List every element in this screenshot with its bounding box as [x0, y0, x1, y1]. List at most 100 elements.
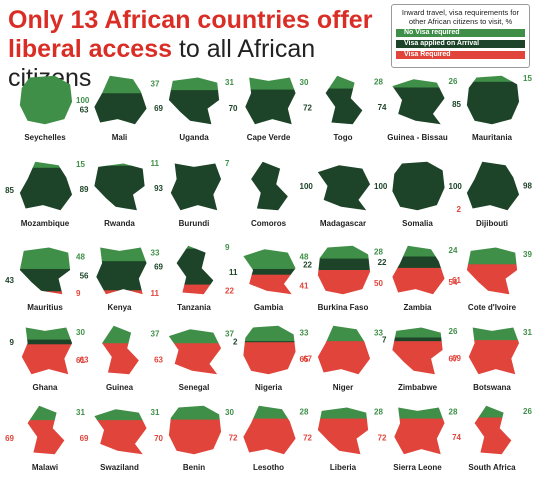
- kenya-on-arrival-band: [96, 261, 147, 291]
- cape-verde-on-arrival-band: [245, 89, 296, 125]
- gambia-no-visa-value: 48: [300, 252, 309, 261]
- mauritius-on-arrival-value: 43: [5, 276, 14, 285]
- dijibouti-required-value: 2: [457, 205, 462, 214]
- ghana-on-arrival-band: [21, 339, 73, 345]
- country-mauritius: 48 43 9 Mauritius: [5, 247, 85, 312]
- country-sierra-leone: 28 72 Sierra Leone: [378, 407, 458, 472]
- togo-no-visa-band: [325, 75, 363, 90]
- burundi-name: Burundi: [179, 219, 210, 228]
- country-burkina-faso: 28 22 50 Burkina Faso: [303, 245, 383, 312]
- cote-d-ivoire-no-visa-band: [466, 247, 518, 265]
- legend-swatch-on-arrival: Visa applied on Arrival: [396, 39, 525, 48]
- zimbabwe-on-arrival-value: 7: [382, 335, 387, 344]
- sierra-leone-required-band: [394, 418, 445, 455]
- country-togo: 28 72 Togo: [303, 75, 383, 142]
- guinea-bissau-no-visa-band: [392, 79, 445, 89]
- mali-name: Mali: [112, 133, 128, 142]
- botswana-required-value: 69: [452, 354, 461, 363]
- country-kenya: 33 56 11 Kenya: [80, 247, 160, 312]
- country-mauritania: 15 85 Mauritania: [452, 74, 532, 142]
- country-malawi: 31 69 Malawi: [5, 405, 85, 472]
- benin-no-visa-value: 30: [225, 408, 234, 417]
- burundi-no-visa-band: [170, 163, 222, 165]
- swaziland-required-band: [94, 420, 147, 455]
- zambia-required-band: [392, 267, 445, 295]
- burundi-on-arrival-value: 93: [154, 184, 163, 193]
- country-south-africa: 26 74 South Africa: [452, 405, 532, 472]
- lesotho-required-band: [243, 418, 296, 455]
- uganda-no-visa-band: [168, 77, 220, 91]
- swaziland-required-value: 69: [80, 434, 89, 443]
- comoros-name: Comoros: [251, 219, 287, 228]
- uganda-on-arrival-band: [168, 90, 220, 125]
- country-dijibouti: 98 2 Dijibouti: [457, 161, 532, 228]
- mozambique-on-arrival-band: [19, 167, 73, 211]
- country-tanzania: 9 69 22 Tanzania: [154, 243, 234, 312]
- rwanda-no-visa-band: [94, 163, 145, 167]
- mauritania-on-arrival-band: [466, 81, 520, 125]
- sierra-leone-required-value: 72: [378, 433, 387, 442]
- botswana-required-band: [468, 340, 520, 375]
- sierra-leone-name: Sierra Leone: [393, 463, 442, 472]
- kenya-no-visa-value: 33: [151, 249, 160, 258]
- gambia-on-arrival-band: [243, 268, 296, 276]
- legend-title: Inward travel, visa requirements for oth…: [401, 8, 520, 26]
- legend-label-required: Visa Required: [404, 51, 451, 58]
- ghana-on-arrival-value: 9: [10, 338, 15, 347]
- tanzania-no-visa-band: [176, 245, 214, 250]
- tanzania-on-arrival-value: 69: [154, 263, 163, 272]
- ghana-name: Ghana: [33, 383, 58, 392]
- niger-name: Niger: [333, 383, 353, 392]
- zambia-required-value: 54: [449, 278, 458, 287]
- malawi-name: Malawi: [32, 463, 58, 472]
- senegal-required-band: [168, 343, 222, 375]
- gambia-required-value: 41: [300, 281, 309, 290]
- south-africa-required-band: [474, 417, 512, 455]
- mali-on-arrival-value: 63: [80, 106, 89, 115]
- liberia-no-visa-band: [317, 407, 369, 420]
- liberia-required-value: 72: [303, 433, 312, 442]
- liberia-no-visa-value: 28: [374, 407, 383, 416]
- kenya-required-band: [96, 290, 147, 295]
- legend-item-no-visa: No Visa required: [396, 28, 525, 37]
- mauritius-required-value: 9: [76, 289, 81, 298]
- uganda-name: Uganda: [179, 133, 209, 142]
- guinea-bissau-name: Guinea - Bissau: [387, 133, 448, 142]
- burundi-on-arrival-band: [170, 163, 222, 211]
- madagascar-name: Madagascar: [320, 219, 366, 228]
- mauritania-no-visa-value: 15: [523, 74, 532, 83]
- country-botswana: 31 69 Botswana: [452, 327, 532, 392]
- mozambique-name: Mozambique: [21, 219, 70, 228]
- mauritania-on-arrival-value: 85: [452, 100, 461, 109]
- guinea-required-band: [102, 343, 139, 375]
- burkina-faso-required-value: 50: [374, 279, 383, 288]
- gambia-on-arrival-value: 11: [229, 268, 238, 277]
- cote-d-ivoire-required-band: [466, 264, 518, 295]
- nigeria-required-value: 65: [300, 355, 309, 364]
- guinea-no-visa-band: [102, 325, 139, 344]
- swaziland-no-visa-band: [94, 409, 147, 421]
- niger-required-value: 67: [303, 355, 312, 364]
- country-cape-verde: 30 70 Cape Verde: [229, 77, 309, 142]
- malawi-no-visa-band: [27, 405, 65, 421]
- burkina-faso-required-band: [317, 270, 371, 295]
- senegal-no-visa-value: 37: [225, 330, 234, 339]
- zambia-no-visa-value: 24: [449, 246, 458, 255]
- country-senegal: 37 63 Senegal: [154, 329, 234, 392]
- country-nigeria: 33 2 65 Nigeria: [233, 325, 309, 392]
- country-zimbabwe: 26 7 67 Zimbabwe: [382, 327, 458, 392]
- country-mali: 37 63 Mali: [80, 75, 160, 142]
- malawi-no-visa-value: 31: [76, 408, 85, 417]
- country-madagascar: 100 Madagascar: [317, 165, 388, 228]
- lesotho-name: Lesotho: [253, 463, 284, 472]
- nigeria-on-arrival-band: [243, 341, 296, 343]
- mauritania-name: Mauritania: [472, 133, 513, 142]
- madagascar-on-arrival-band: [317, 165, 371, 211]
- gambia-no-visa-band: [243, 249, 296, 270]
- botswana-no-visa-band: [468, 327, 520, 341]
- seychelles-no-visa-value: 100: [76, 96, 90, 105]
- comoros-on-arrival-value: 100: [300, 182, 314, 191]
- title-highlight: liberal access: [8, 35, 173, 63]
- seychelles-no-visa-band: [19, 75, 73, 125]
